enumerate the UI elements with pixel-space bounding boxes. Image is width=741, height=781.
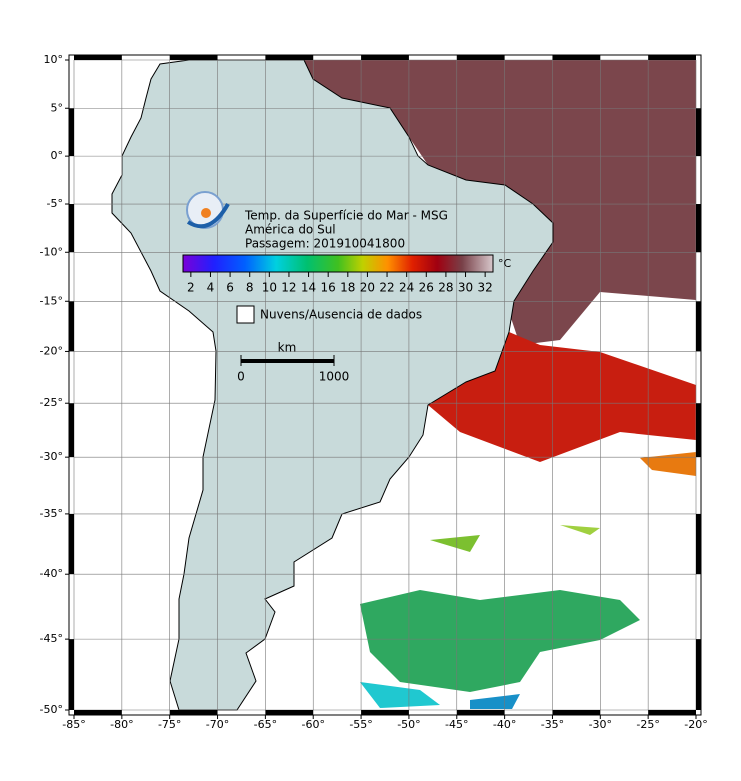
frame-segment xyxy=(69,301,74,352)
colorbar xyxy=(182,254,494,273)
no-data-label: Nuvens/Ausencia de dados xyxy=(260,308,422,322)
colorbar-tick-label: 20 xyxy=(360,281,375,295)
frame-segment xyxy=(696,301,701,352)
sst-blue xyxy=(470,694,520,709)
frame-segment xyxy=(69,639,74,710)
frame-segment xyxy=(265,55,314,60)
logo xyxy=(186,191,230,229)
land xyxy=(111,59,554,711)
colorbar-tick-label: 26 xyxy=(419,281,434,295)
x-tick-label: -30° xyxy=(589,718,612,731)
frame-segment xyxy=(696,639,701,710)
y-tick-label: 5° xyxy=(51,101,64,114)
logo-arrow xyxy=(186,203,230,229)
y-tick-label: -40° xyxy=(40,567,63,580)
legend-pass: Passagem: 201910041800 xyxy=(245,237,405,251)
scale-tick-label: 0 xyxy=(237,370,245,384)
colorbar-tick-label: 10 xyxy=(262,281,277,295)
x-tick-label: -40° xyxy=(493,718,516,731)
frame-segment xyxy=(74,710,122,715)
y-tick-label: 10° xyxy=(44,53,64,66)
colorbar-tick-label: 18 xyxy=(340,281,355,295)
colorbar-tick-label: 4 xyxy=(207,281,215,295)
y-tick-label: -45° xyxy=(40,632,63,645)
frame xyxy=(65,54,702,719)
sst-green xyxy=(360,590,640,692)
x-tick-label: -75° xyxy=(158,718,181,731)
colorbar-tick-label: 32 xyxy=(478,281,493,295)
y-tick-label: -10° xyxy=(40,245,63,258)
frame-segment xyxy=(74,55,122,60)
frame-segment xyxy=(648,55,696,60)
frame-segment xyxy=(69,204,74,253)
y-tick-label: -30° xyxy=(40,450,63,463)
y-tick-label: -25° xyxy=(40,396,63,409)
frame-segment xyxy=(69,108,74,157)
no-data-swatch xyxy=(236,305,255,324)
x-tick-label: -65° xyxy=(254,718,277,731)
colorbar-unit: °C xyxy=(498,257,512,270)
x-tick-label: -50° xyxy=(397,718,420,731)
frame-segment xyxy=(69,513,74,575)
y-tick-label: -50° xyxy=(40,703,63,716)
frame-outline xyxy=(68,54,702,716)
x-tick-label: -55° xyxy=(349,718,372,731)
map-body xyxy=(74,59,696,711)
colorbar-tick-label: 8 xyxy=(246,281,254,295)
colorbar-tick-label: 16 xyxy=(321,281,336,295)
frame-segment xyxy=(696,403,701,458)
frame-segment xyxy=(456,710,505,715)
colorbar-tick-label: 12 xyxy=(281,281,296,295)
sst-cyan xyxy=(360,682,440,708)
x-tick-label: -45° xyxy=(445,718,468,731)
x-tick-label: -35° xyxy=(541,718,564,731)
colorbar-tick-label: 24 xyxy=(399,281,414,295)
frame-segment xyxy=(696,204,701,253)
frame-segment xyxy=(648,710,696,715)
colorbar-tick-label: 28 xyxy=(438,281,453,295)
scale-tick-label: 1000 xyxy=(319,370,350,384)
x-tick-label: -80° xyxy=(110,718,133,731)
frame-segment xyxy=(552,710,601,715)
frame-segment xyxy=(696,108,701,157)
frame-segment xyxy=(696,513,701,575)
frame-segment xyxy=(169,710,218,715)
x-tick-label: -85° xyxy=(62,718,85,731)
sst-orange-tail xyxy=(640,452,696,476)
logo-dot xyxy=(201,208,211,218)
legend-title: Temp. da Superfície do Mar - MSG xyxy=(244,209,448,223)
x-tick-label: -25° xyxy=(636,718,659,731)
colorbar-tick-label: 6 xyxy=(226,281,234,295)
sst-warm-north xyxy=(304,60,696,345)
colorbar-tick-label: 2 xyxy=(187,281,195,295)
sst-red-band xyxy=(428,332,696,462)
y-tick-label: 0° xyxy=(51,149,64,162)
frame-segment xyxy=(169,55,218,60)
y-tick-label: -5° xyxy=(47,197,63,210)
sst-patch xyxy=(430,535,480,552)
frame-segment xyxy=(361,55,409,60)
x-tick-label: -60° xyxy=(301,718,324,731)
frame-segment xyxy=(552,55,601,60)
y-tick-label: -35° xyxy=(40,507,63,520)
colorbar-tick-label: 14 xyxy=(301,281,316,295)
frame-segment xyxy=(265,710,314,715)
y-tick-label: -20° xyxy=(40,344,63,357)
x-tick-label: -20° xyxy=(684,718,707,731)
scale-bar xyxy=(241,359,334,363)
y-tick-label: -15° xyxy=(40,294,63,307)
legend-region: América do Sul xyxy=(245,223,336,237)
colorbar-tick-label: 22 xyxy=(379,281,394,295)
frame-segment xyxy=(361,710,409,715)
scale-unit: km xyxy=(278,341,297,355)
frame-segment xyxy=(456,55,505,60)
sst-patch xyxy=(560,525,600,535)
frame-segment xyxy=(69,403,74,458)
x-tick-label: -70° xyxy=(206,718,229,731)
colorbar-tick-label: 30 xyxy=(458,281,473,295)
